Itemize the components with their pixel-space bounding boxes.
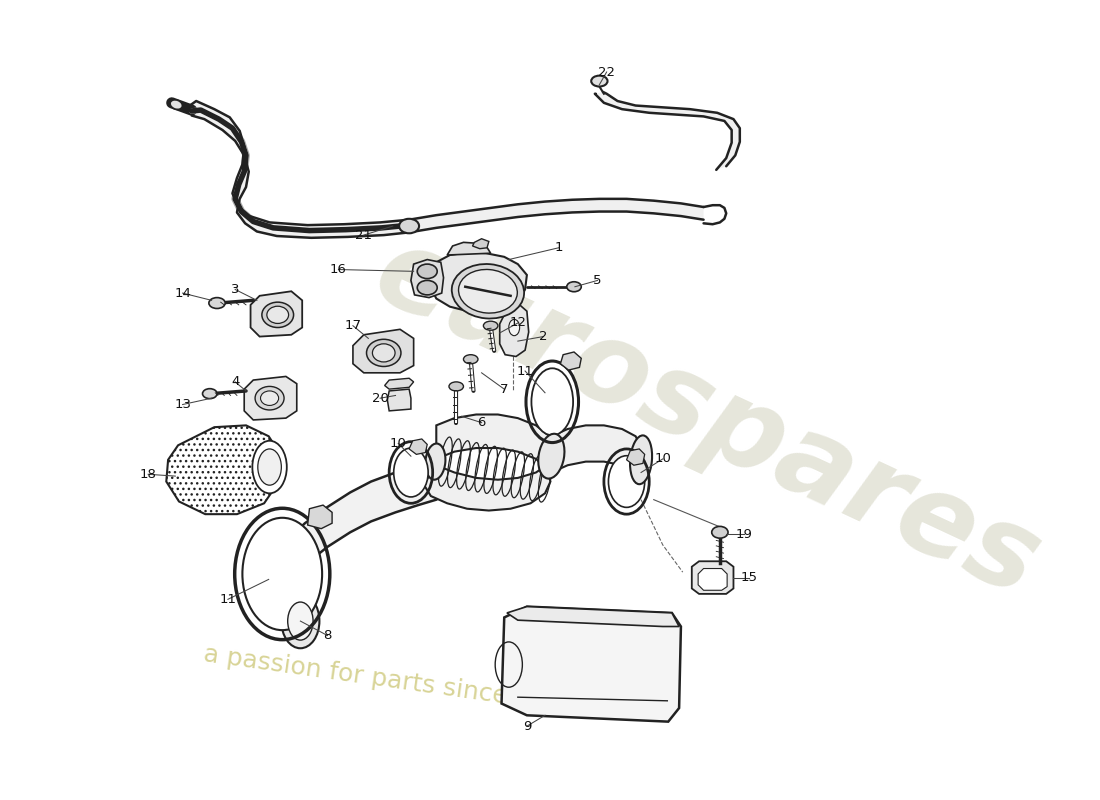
Text: 21: 21: [355, 229, 372, 242]
Polygon shape: [409, 439, 427, 454]
Ellipse shape: [242, 518, 322, 630]
Text: 6: 6: [477, 416, 486, 429]
Text: 15: 15: [740, 571, 758, 584]
Text: eurospares: eurospares: [359, 216, 1058, 621]
Text: 4: 4: [231, 375, 240, 388]
Text: 8: 8: [323, 629, 332, 642]
Text: 13: 13: [174, 398, 191, 411]
Ellipse shape: [591, 76, 607, 86]
Ellipse shape: [566, 282, 581, 292]
Ellipse shape: [282, 594, 319, 648]
Ellipse shape: [170, 100, 183, 110]
Text: 20: 20: [372, 392, 388, 405]
Text: 5: 5: [593, 274, 602, 287]
Ellipse shape: [252, 441, 287, 494]
Text: 12: 12: [509, 317, 526, 330]
Text: 19: 19: [736, 527, 752, 541]
Polygon shape: [507, 606, 679, 626]
Text: 10: 10: [654, 452, 671, 466]
Ellipse shape: [257, 449, 282, 485]
Polygon shape: [409, 199, 704, 232]
Text: 14: 14: [174, 286, 191, 299]
Ellipse shape: [452, 264, 524, 318]
Polygon shape: [244, 377, 297, 420]
Text: 18: 18: [140, 468, 156, 481]
Ellipse shape: [538, 434, 564, 478]
Ellipse shape: [426, 443, 446, 480]
Ellipse shape: [608, 456, 645, 507]
Polygon shape: [424, 414, 554, 510]
Text: 7: 7: [500, 382, 508, 396]
Ellipse shape: [267, 306, 288, 323]
Polygon shape: [692, 562, 734, 594]
Ellipse shape: [463, 354, 478, 364]
Polygon shape: [353, 330, 414, 373]
Text: 3: 3: [231, 283, 240, 296]
Ellipse shape: [209, 298, 226, 309]
Polygon shape: [502, 606, 681, 722]
Ellipse shape: [509, 319, 519, 336]
Polygon shape: [251, 291, 302, 337]
Ellipse shape: [399, 218, 419, 234]
Text: a passion for parts since 1985: a passion for parts since 1985: [202, 642, 580, 719]
Polygon shape: [166, 426, 280, 514]
Ellipse shape: [483, 321, 498, 330]
Ellipse shape: [531, 368, 573, 435]
Ellipse shape: [449, 382, 463, 391]
Polygon shape: [499, 305, 529, 357]
Ellipse shape: [255, 386, 284, 410]
Ellipse shape: [366, 339, 402, 366]
Polygon shape: [411, 259, 443, 298]
Ellipse shape: [202, 389, 217, 398]
Text: 11: 11: [219, 593, 236, 606]
Ellipse shape: [261, 391, 278, 406]
Ellipse shape: [630, 435, 652, 484]
Ellipse shape: [373, 344, 395, 362]
Polygon shape: [551, 426, 641, 483]
Text: 1: 1: [554, 242, 563, 254]
Polygon shape: [431, 252, 527, 312]
Polygon shape: [190, 101, 409, 238]
Text: 10: 10: [389, 437, 407, 450]
Ellipse shape: [459, 270, 517, 313]
Text: 17: 17: [344, 319, 362, 332]
Polygon shape: [473, 238, 488, 249]
Polygon shape: [595, 92, 740, 170]
Polygon shape: [627, 449, 645, 466]
Text: 2: 2: [539, 330, 548, 343]
Polygon shape: [448, 242, 491, 255]
Polygon shape: [268, 459, 437, 626]
Text: 11: 11: [517, 365, 534, 378]
Polygon shape: [560, 352, 581, 370]
Polygon shape: [387, 389, 411, 411]
Polygon shape: [308, 505, 332, 529]
Polygon shape: [698, 569, 727, 590]
Ellipse shape: [288, 602, 313, 640]
Text: 16: 16: [330, 263, 346, 276]
Polygon shape: [385, 378, 414, 389]
Ellipse shape: [262, 302, 294, 327]
Text: 9: 9: [522, 720, 531, 733]
Ellipse shape: [394, 448, 428, 497]
Ellipse shape: [712, 526, 728, 538]
Ellipse shape: [417, 281, 437, 295]
Text: 22: 22: [598, 66, 615, 78]
Ellipse shape: [417, 264, 437, 278]
